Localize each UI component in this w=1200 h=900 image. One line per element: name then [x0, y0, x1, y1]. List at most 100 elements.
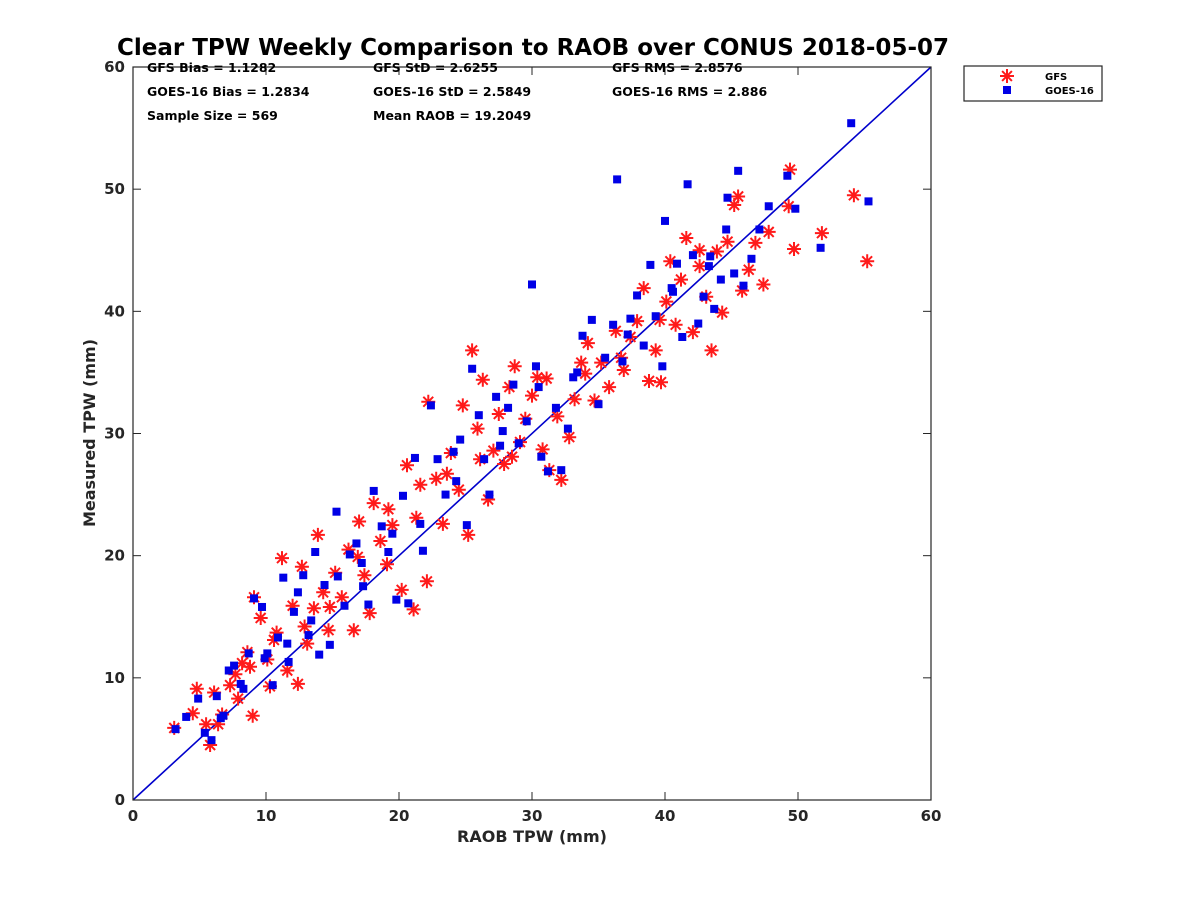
goes-16-point: [279, 573, 288, 582]
goes-16-point: [452, 477, 461, 486]
goes-16-point: [325, 640, 334, 649]
gfs-point: [704, 343, 719, 358]
gfs-point: [630, 314, 645, 329]
gfs-point: [709, 244, 724, 259]
goes-16-point: [224, 666, 233, 675]
gfs-point: [451, 482, 466, 497]
gfs-point: [578, 366, 593, 381]
goes-16-point: [730, 269, 739, 278]
goes-16-point: [706, 252, 715, 261]
goes-16-point: [230, 661, 239, 670]
goes-16-point: [678, 332, 687, 341]
stat-sample-size: Sample Size = 569: [147, 108, 278, 123]
goes-16-point: [485, 490, 494, 499]
gfs-point: [429, 471, 444, 486]
x-tick-label: 30: [522, 807, 543, 825]
goes-16-point: [299, 571, 308, 580]
gfs-point: [550, 409, 565, 424]
goes-16-point: [456, 435, 465, 444]
gfs-point: [659, 294, 674, 309]
gfs-point: [294, 559, 309, 574]
gfs-point: [413, 477, 428, 492]
goes-16-point: [864, 197, 873, 206]
goes-16-point: [723, 193, 732, 202]
gfs-point: [636, 281, 651, 296]
goes-16-point: [398, 491, 407, 500]
stat-gfs-std: GFS StD = 2.6255: [373, 60, 498, 75]
gfs-point: [352, 514, 367, 529]
gfs-point: [203, 738, 218, 752]
goes-16-point: [239, 684, 248, 693]
gfs-point: [539, 371, 554, 386]
goes-16-point: [646, 260, 655, 269]
legend-gfs-label: GFS: [1045, 72, 1067, 83]
goes-16-point: [704, 262, 713, 271]
gfs-point: [306, 601, 321, 616]
gfs-point: [321, 623, 336, 638]
goes-16-point: [710, 304, 719, 313]
x-axis-label: RAOB TPW (mm): [457, 827, 607, 846]
one-to-one-line: [132, 66, 932, 801]
goes-16-point: [441, 490, 450, 499]
goes-16-point: [537, 452, 546, 461]
goes-16-point: [449, 447, 458, 456]
goes-16-point: [534, 383, 543, 392]
gfs-point: [475, 372, 490, 387]
gfs-point: [381, 502, 396, 517]
goes-16-point: [528, 280, 536, 289]
gfs-point: [715, 305, 730, 320]
goes-16-point: [755, 225, 764, 234]
gfs-point: [748, 235, 763, 250]
goes-16-point: [557, 466, 566, 475]
y-tick-label: 50: [104, 180, 125, 198]
gfs-point: [580, 336, 595, 351]
plot-area-frame: [132, 66, 932, 801]
gfs-point: [608, 323, 623, 338]
goes-16-point: [352, 539, 361, 548]
gfs-point: [674, 272, 688, 287]
gfs-point: [535, 442, 550, 457]
goes-16-point: [694, 319, 703, 328]
goes-16-point: [273, 633, 282, 642]
goes-16-point: [764, 202, 773, 211]
y-tick-label: 10: [104, 669, 125, 687]
legend-goes-marker: [1003, 86, 1011, 94]
x-tick-label: 40: [655, 807, 676, 825]
y-tick-label: 30: [104, 425, 125, 443]
gfs-point: [300, 636, 315, 651]
goes-16-point: [320, 580, 329, 589]
goes-16-point: [492, 392, 501, 401]
x-tick-label: 10: [256, 807, 277, 825]
goes-16-point: [236, 679, 245, 688]
gfs-point: [409, 510, 424, 525]
gfs-point: [525, 388, 539, 403]
gfs-point: [280, 663, 295, 678]
goes-16-point: [284, 657, 293, 666]
goes-16-point: [716, 275, 725, 284]
gfs-point: [567, 392, 582, 407]
gfs-point: [692, 259, 707, 274]
legend-box: [963, 65, 1103, 102]
goes-16-point: [364, 600, 373, 609]
gfs-point: [761, 224, 776, 239]
gfs-point: [846, 188, 861, 203]
gfs-point: [435, 516, 450, 531]
goes-16-point: [468, 364, 477, 373]
goes-16-point: [661, 216, 669, 225]
goes-16-point: [496, 441, 505, 450]
goes-16-point: [388, 529, 397, 538]
goes-16-point: [315, 650, 324, 659]
goes-16-point: [304, 631, 313, 640]
goes-16-point: [569, 373, 578, 382]
goes-16-point: [623, 330, 632, 339]
gfs-point: [505, 449, 519, 464]
goes-16-point: [293, 588, 302, 597]
goes-16-point: [289, 607, 298, 616]
goes-16-point: [433, 455, 442, 464]
goes-16-point: [847, 119, 856, 128]
legend-gfs-marker: [1000, 69, 1014, 83]
goes-16-point: [578, 331, 587, 340]
gfs-point: [756, 277, 771, 292]
stat-goes-std: GOES-16 StD = 2.5849: [373, 84, 531, 99]
goes-16-point: [200, 728, 209, 737]
